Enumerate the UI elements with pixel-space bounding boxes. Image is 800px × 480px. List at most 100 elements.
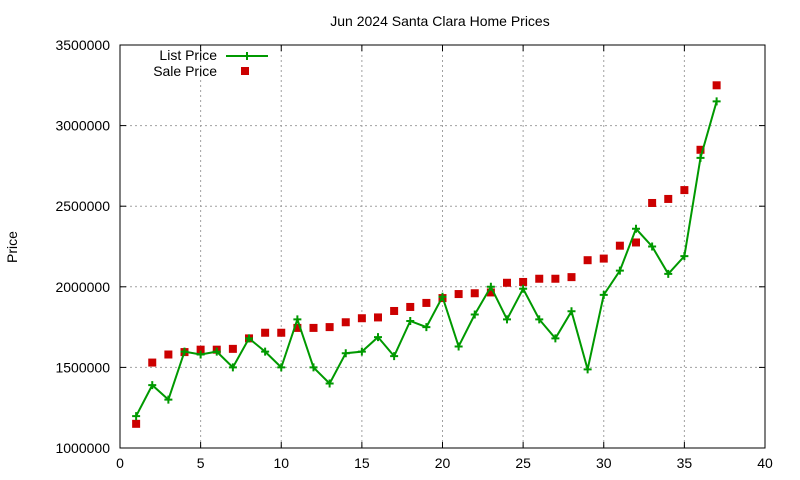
list-price-point	[696, 153, 705, 162]
sale-price-point	[196, 345, 205, 354]
sale-price-point	[632, 238, 640, 247]
list-price-point	[228, 363, 237, 372]
list-price-point	[196, 350, 205, 359]
list-price-point	[325, 379, 334, 388]
list-price-point	[438, 292, 447, 301]
legend-marker-sale-price	[241, 67, 249, 75]
x-tick-label: 10	[273, 455, 289, 471]
list-price-point	[567, 307, 576, 316]
list-price-point	[245, 334, 253, 343]
list-price-point	[390, 352, 399, 361]
y-tick-label: 1000000	[55, 440, 110, 456]
list-price-point	[341, 349, 350, 358]
list-price-point	[712, 97, 721, 106]
list-price-point	[680, 252, 689, 261]
y-axis-label: Price	[4, 231, 20, 263]
series	[132, 81, 721, 428]
list-price-point	[664, 269, 673, 278]
sale-price-point	[454, 290, 463, 299]
sale-price-point	[406, 302, 415, 311]
list-price-point	[503, 315, 511, 324]
sale-price-point	[228, 344, 237, 353]
sale-price-point	[390, 306, 399, 315]
list-price-point	[519, 284, 528, 293]
y-tick-label: 3000000	[55, 118, 110, 134]
sale-price-point	[374, 313, 382, 322]
list-price-point	[132, 412, 141, 421]
sale-price-point	[664, 194, 673, 203]
x-tick-label: 30	[596, 455, 612, 471]
legend-label-sale-price: Sale Price	[153, 63, 217, 79]
sale-price-point	[486, 288, 495, 297]
legend-marker-list-price	[243, 52, 251, 60]
list-price-point	[148, 381, 157, 390]
sale-price-point	[615, 241, 624, 250]
sale-price-point	[519, 277, 528, 286]
list-price-point	[374, 333, 382, 342]
sale-price-point	[325, 323, 334, 332]
list-price-point	[277, 363, 286, 372]
list-price-point	[422, 323, 431, 332]
y-tick-label: 3500000	[55, 37, 110, 53]
legend-label-list-price: List Price	[159, 47, 217, 63]
legend: List Price Sale Price	[153, 47, 268, 79]
sale-price-point	[551, 274, 560, 283]
list-price-point	[551, 334, 560, 343]
sale-price-point	[261, 328, 270, 337]
list-price-point	[293, 315, 302, 324]
sale-price-point	[132, 419, 141, 428]
sale-price-point	[648, 198, 657, 207]
list-price-point	[212, 347, 221, 356]
y-tick-label: 2500000	[55, 198, 110, 214]
sale-price-point	[164, 350, 173, 359]
sale-price-point	[148, 358, 157, 367]
sale-price-point	[341, 318, 350, 327]
sale-price-point	[599, 254, 608, 263]
x-tick-labels: 0 5 10 15 20 25 30 35 40	[116, 455, 773, 471]
x-tick-label: 40	[757, 455, 773, 471]
y-tick-label: 2000000	[55, 279, 110, 295]
list-price-point	[261, 347, 270, 356]
sale-price-point	[680, 186, 689, 195]
sale-price-point	[293, 323, 302, 332]
list-price-point	[632, 224, 640, 233]
sale-price-point	[696, 145, 705, 154]
chart-title: Jun 2024 Santa Clara Home Prices	[330, 13, 549, 29]
list-price-point	[180, 347, 189, 356]
sale-price-point	[583, 256, 592, 265]
x-tick-label: 25	[515, 455, 531, 471]
series-list-price	[132, 97, 721, 421]
list-price-point	[357, 347, 366, 356]
list-price-point	[406, 316, 415, 325]
list-price-point	[599, 290, 608, 299]
sale-price-point	[422, 298, 431, 307]
x-tick-label: 15	[354, 455, 370, 471]
x-tick-label: 0	[116, 455, 124, 471]
list-price-point	[164, 395, 173, 404]
list-price-point	[470, 310, 479, 319]
y-tick-labels: 1000000 1500000 2000000 2500000 3000000 35000…	[55, 37, 110, 456]
x-tick-label: 5	[197, 455, 205, 471]
sale-price-point	[309, 323, 318, 332]
list-price-point	[309, 363, 318, 372]
list-price-point	[648, 242, 657, 251]
sale-price-point	[357, 314, 366, 323]
sale-price-point	[503, 278, 511, 287]
sale-price-point	[470, 289, 479, 298]
list-price-point	[615, 266, 624, 275]
list-price-point	[583, 365, 592, 374]
list-price-point	[454, 342, 463, 351]
ticks	[119, 44, 766, 449]
y-tick-label: 1500000	[55, 359, 110, 375]
x-tick-label: 35	[677, 455, 693, 471]
list-price-point	[535, 315, 544, 324]
x-tick-label: 20	[435, 455, 451, 471]
list-price-point	[486, 282, 495, 291]
sale-price-point	[567, 273, 576, 282]
sale-price-point	[535, 274, 544, 283]
sale-price-point	[277, 328, 286, 337]
gridlines	[120, 45, 765, 448]
sale-price-point	[712, 81, 721, 90]
